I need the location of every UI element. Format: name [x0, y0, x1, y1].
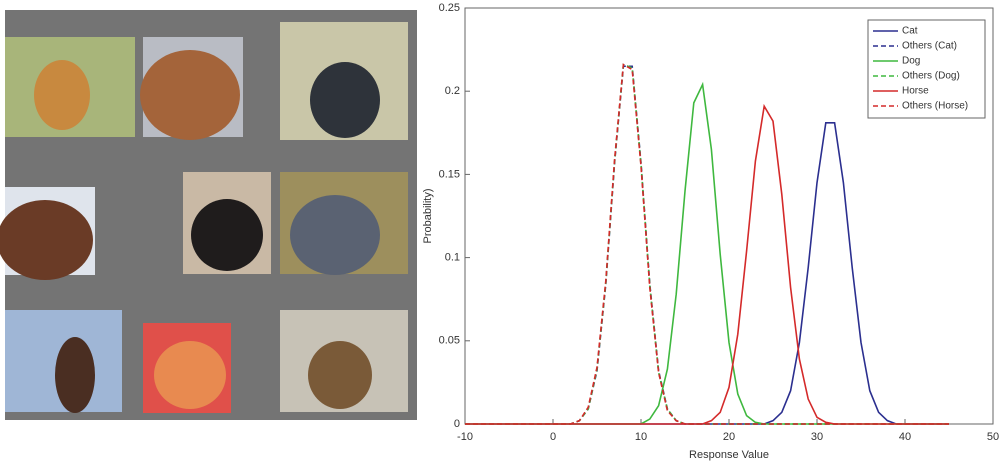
- y-tick-label: 0.1: [445, 252, 460, 264]
- photo-grid: [0, 10, 417, 420]
- y-tick-label: 0.05: [439, 335, 460, 347]
- x-tick-label: 10: [635, 431, 647, 443]
- series-line: [465, 85, 949, 424]
- figure: Response Value Probability) -10010203040…: [0, 0, 1006, 466]
- x-tick-label: 40: [899, 431, 911, 443]
- y-tick-label: 0.15: [439, 168, 460, 180]
- series-line: [465, 123, 949, 424]
- photo-subject: [34, 60, 90, 130]
- x-tick-label: 20: [723, 431, 735, 443]
- photo-subject: [191, 199, 263, 271]
- x-tick-label: 30: [811, 431, 823, 443]
- photo-subject: [0, 200, 93, 280]
- y-tick-label: 0: [454, 418, 460, 430]
- page: {"chart_data": {"type": "line", "xlabel"…: [0, 0, 1006, 466]
- y-tick-label: 0.25: [439, 2, 460, 14]
- x-tick-label: 50: [987, 431, 999, 443]
- photo-subject: [154, 341, 226, 409]
- legend-label: Others (Horse): [902, 101, 968, 112]
- photo-subject: [308, 341, 372, 409]
- legend-label: Cat: [902, 26, 918, 37]
- photo-subject: [140, 50, 240, 140]
- photo-subject: [310, 62, 380, 138]
- x-axis-label: Response Value: [689, 449, 769, 461]
- legend-label: Others (Dog): [902, 71, 960, 82]
- legend-label: Dog: [902, 56, 920, 67]
- x-tick-label: 0: [550, 431, 556, 443]
- y-tick-label: 0.2: [445, 85, 460, 97]
- photo-subject: [55, 337, 95, 413]
- legend-label: Horse: [902, 86, 929, 97]
- y-axis-label: Probability): [422, 188, 434, 243]
- series-line: [465, 106, 949, 424]
- x-tick-label: -10: [457, 431, 473, 443]
- photo-subject: [290, 195, 380, 275]
- legend-label: Others (Cat): [902, 41, 957, 52]
